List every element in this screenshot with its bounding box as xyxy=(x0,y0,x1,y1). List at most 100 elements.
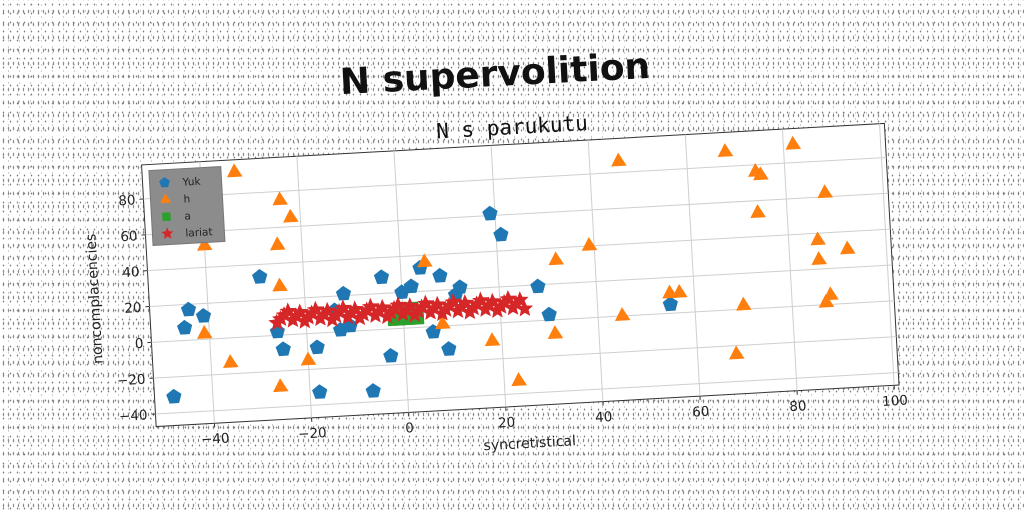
series-2-point xyxy=(511,372,527,387)
legend-label: h xyxy=(183,193,190,205)
y-gridline xyxy=(153,336,897,379)
series-2-point xyxy=(785,135,802,150)
tick-layer: −40 −20 0 20 40 60 80 100 −40 −20 0 20 40 60 80 xyxy=(117,192,909,448)
series-2-point xyxy=(197,325,213,339)
legend-label: lariat xyxy=(185,226,213,239)
series-1-point xyxy=(541,306,557,322)
series-2-point xyxy=(614,307,631,321)
y-gridline xyxy=(145,192,889,236)
series-1-point xyxy=(452,279,468,295)
series-1-point xyxy=(432,267,448,283)
series-2-point xyxy=(223,354,239,369)
chart-rotated-group: N s parukutu −40 −20 0 20 40 60 80 100 −40 −20 0 20… xyxy=(83,111,909,454)
series-2-point xyxy=(611,152,627,167)
x-gridline xyxy=(296,156,313,418)
series-2 xyxy=(197,135,856,393)
x-gridline xyxy=(879,123,895,386)
series-2-point xyxy=(417,253,433,268)
series-2-point xyxy=(840,240,856,255)
series-2-point xyxy=(671,284,688,298)
x-tick-label: 0 xyxy=(405,420,414,436)
x-axis-label: syncretistical xyxy=(483,433,576,454)
x-gridline xyxy=(684,134,701,397)
series-2-point xyxy=(300,351,317,366)
series-1-point xyxy=(252,268,268,284)
series-1-point xyxy=(441,341,457,356)
x-tick-label: 60 xyxy=(692,404,710,421)
y-tick-label: 0 xyxy=(135,336,144,352)
series-1-point xyxy=(365,383,381,398)
series-2-point xyxy=(226,163,243,178)
series-2-point xyxy=(810,231,826,246)
x-gridline xyxy=(490,145,507,408)
y-tick-label: −20 xyxy=(117,372,146,390)
series-1-point xyxy=(482,205,498,221)
series-2-point xyxy=(753,166,769,181)
series-2-point xyxy=(823,286,839,301)
x-gridline xyxy=(781,129,798,391)
chart-title: N supervolition xyxy=(339,46,651,103)
y-tick-label: 20 xyxy=(124,300,142,317)
series-2-point xyxy=(272,191,288,206)
y-axis-label: noncomplacencies xyxy=(83,233,106,364)
x-tick-label: −40 xyxy=(201,430,230,448)
series-2-point xyxy=(818,293,835,308)
plot-area xyxy=(141,122,900,428)
x-tick-label: 40 xyxy=(595,409,613,426)
series-1-point xyxy=(335,285,352,301)
series-2-point xyxy=(283,208,299,223)
series-4-point xyxy=(515,299,534,317)
y-tick-label: −40 xyxy=(119,407,148,425)
series-2-point xyxy=(750,204,766,219)
series-2-point xyxy=(729,345,745,360)
series-2-point xyxy=(484,332,501,347)
series-1-point xyxy=(312,384,328,399)
series-layer xyxy=(166,135,856,404)
x-gridline xyxy=(587,139,604,402)
series-1-point xyxy=(383,347,399,363)
grid-layer xyxy=(143,123,899,424)
series-1-point xyxy=(662,296,678,312)
series-1-point xyxy=(180,301,197,317)
x-tick-label: 80 xyxy=(789,398,807,415)
series-1-point xyxy=(373,269,390,285)
series-2-point xyxy=(717,143,734,157)
legend-marker xyxy=(161,227,174,239)
x-tick-label: −20 xyxy=(298,425,327,443)
series-2-point xyxy=(273,378,289,393)
series-1-point xyxy=(493,226,509,242)
series-4 xyxy=(268,290,534,331)
y-gridline xyxy=(147,228,891,272)
y-gridline xyxy=(155,371,899,415)
series-1-point xyxy=(530,278,546,294)
series-2-point xyxy=(811,251,828,266)
x-gridline xyxy=(393,150,410,413)
series-1-point xyxy=(403,278,419,294)
legend: Yuk ha lariat xyxy=(148,166,226,246)
series-2-point xyxy=(270,236,286,251)
series-1-point xyxy=(275,341,291,357)
series-2-point xyxy=(435,315,451,330)
y-tick-label: 80 xyxy=(118,192,136,209)
y-gridline xyxy=(149,264,893,308)
legend-label: Yuk xyxy=(181,176,202,189)
series-2-point xyxy=(736,296,752,311)
series-1-point xyxy=(176,319,193,335)
series-1 xyxy=(166,205,678,404)
series-2-point xyxy=(197,236,213,251)
legend-marker xyxy=(160,193,172,204)
series-2-point xyxy=(817,184,834,199)
y-tick-label: 40 xyxy=(122,264,140,281)
series-2-point xyxy=(547,325,564,340)
y-gridline xyxy=(143,156,887,200)
legend-label: a xyxy=(184,210,191,222)
series-1-point xyxy=(309,339,325,355)
x-tick-label: 20 xyxy=(498,415,516,432)
series-2-point xyxy=(581,237,598,251)
y-tick-label: 60 xyxy=(120,228,138,245)
legend-marker xyxy=(162,212,171,222)
series-2-point xyxy=(272,277,288,292)
series-1-point xyxy=(195,308,212,323)
series-1-point xyxy=(166,388,182,404)
